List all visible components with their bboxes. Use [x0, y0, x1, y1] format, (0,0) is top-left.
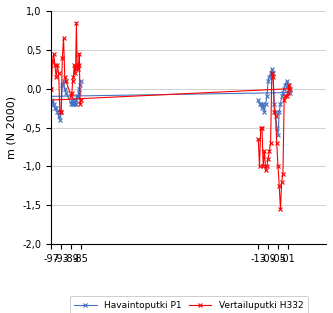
Vertailuputki H332 [79, 99, 83, 102]
Havaintoputki P1 [270, 67, 274, 71]
Vertailuputki H332 [74, 67, 78, 71]
Line: Vertailuputki H332: Vertailuputki H332 [43, 21, 292, 211]
Vertailuputki H332 [256, 137, 260, 141]
Vertailuputki H332 [71, 75, 75, 79]
Vertailuputki H332 [62, 36, 66, 40]
Havaintoputki P1 [44, 102, 48, 106]
Havaintoputki P1 [74, 99, 78, 102]
Vertailuputki H332 [43, 99, 47, 102]
Legend: Havaintoputki P1, Vertailuputki H332: Havaintoputki P1, Vertailuputki H332 [70, 296, 308, 313]
Havaintoputki P1 [72, 99, 76, 102]
Havaintoputki P1 [63, 87, 67, 90]
Line: Havaintoputki P1: Havaintoputki P1 [43, 68, 292, 137]
Havaintoputki P1 [256, 99, 260, 102]
Vertailuputki H332 [273, 114, 277, 118]
Vertailuputki H332 [77, 52, 81, 56]
Vertailuputki H332 [74, 21, 78, 24]
Havaintoputki P1 [77, 87, 81, 90]
Vertailuputki H332 [278, 207, 282, 211]
Y-axis label: m (N 2000): m (N 2000) [7, 96, 17, 159]
Havaintoputki P1 [276, 133, 280, 137]
Havaintoputki P1 [79, 79, 83, 83]
Havaintoputki P1 [275, 126, 279, 129]
